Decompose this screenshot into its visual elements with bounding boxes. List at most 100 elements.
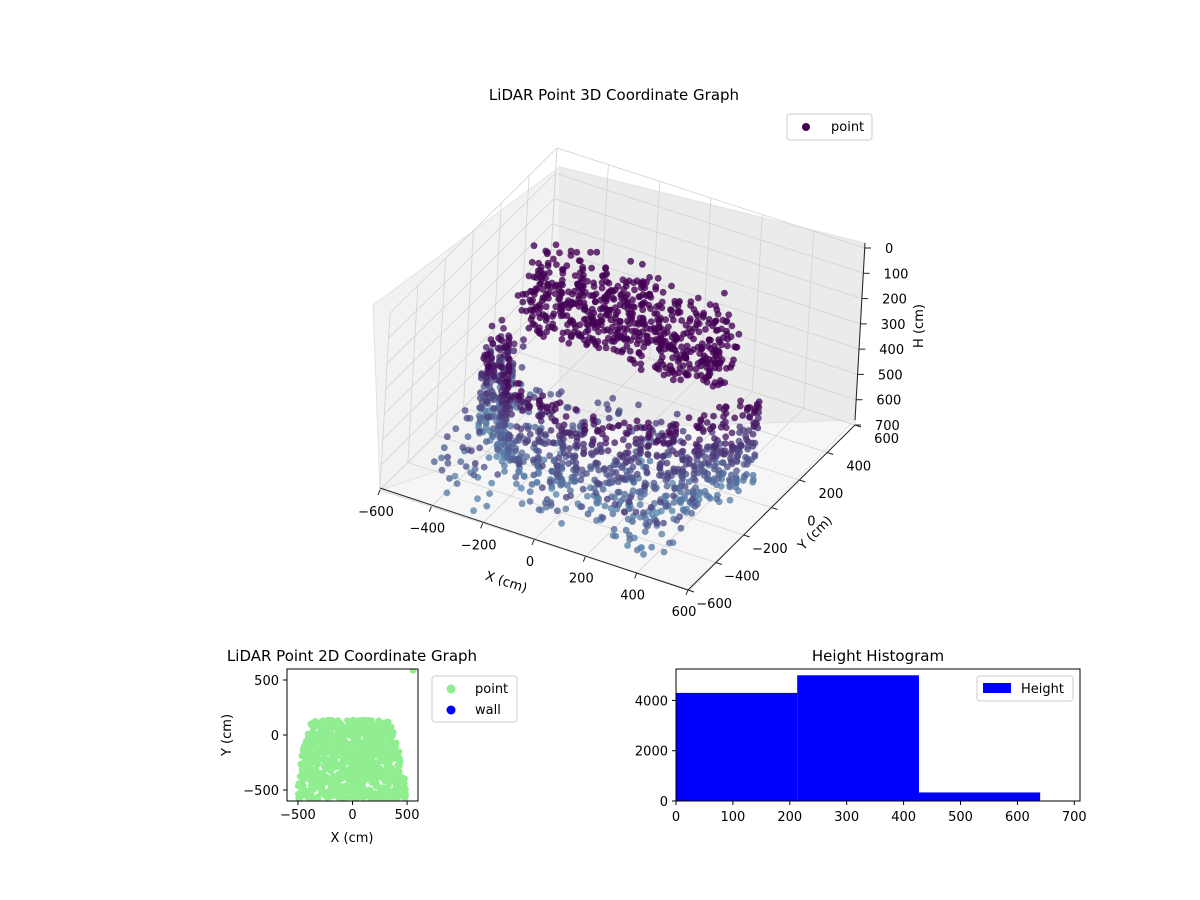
data-point [693, 422, 700, 430]
data-point [598, 448, 605, 456]
data-point [598, 284, 606, 292]
data-point [623, 430, 631, 438]
data-point [357, 717, 365, 724]
point-cloud-3d [430, 241, 763, 558]
data-point [577, 476, 585, 484]
data-point [736, 423, 744, 431]
data-point [604, 447, 612, 454]
data-point [554, 507, 561, 515]
data-point [527, 287, 534, 295]
data-point [663, 459, 671, 467]
data-point [308, 781, 315, 788]
data-point [506, 405, 514, 413]
data-point [525, 324, 533, 332]
data-point [543, 328, 550, 336]
x-tick-label-histogram: 500 [948, 810, 973, 825]
data-point [603, 278, 610, 285]
data-point [589, 435, 597, 443]
data-point [476, 444, 484, 452]
data-point [722, 424, 730, 431]
legend-2d-point-label: point [475, 682, 508, 697]
data-point [430, 458, 438, 466]
data-point [392, 771, 399, 778]
data-point [746, 413, 754, 421]
data-point [696, 488, 703, 496]
data-point [384, 738, 391, 745]
data-point [651, 310, 659, 317]
data-point [678, 343, 685, 351]
data-point [490, 367, 498, 375]
data-point [494, 446, 501, 454]
data-point [751, 451, 759, 459]
data-point [443, 433, 451, 441]
histogram-bar [918, 792, 1041, 801]
data-point [599, 514, 607, 522]
data-point [637, 279, 645, 287]
data-point [637, 493, 644, 501]
z-axis-line [854, 242, 866, 421]
data-point [360, 763, 368, 770]
data-point [568, 300, 576, 308]
data-point [596, 441, 604, 449]
point-cloud-2d [294, 669, 417, 801]
data-point [553, 261, 560, 268]
data-point [646, 290, 654, 298]
plot-area-histogram [675, 668, 1081, 802]
data-point [626, 536, 634, 543]
data-point [627, 337, 634, 344]
data-point [658, 472, 666, 479]
data-point [737, 397, 744, 405]
data-point [620, 419, 628, 427]
y-tick-label-histogram: 4000 [635, 694, 668, 709]
data-point [558, 266, 566, 273]
data-point [657, 418, 665, 426]
data-point [664, 469, 672, 477]
data-point [530, 456, 537, 464]
data-point [679, 447, 687, 455]
legend-3d-frame [786, 113, 873, 141]
data-point [389, 775, 396, 783]
data-point [726, 496, 734, 504]
data-point [647, 305, 654, 312]
x-tick-label-3d: −200 [461, 538, 497, 553]
data-point [580, 306, 588, 313]
data-point [736, 402, 744, 410]
data-point [572, 430, 580, 438]
y-tick-label-3d: 0 [807, 515, 815, 530]
data-point [591, 324, 599, 332]
data-point [571, 452, 579, 459]
data-point [504, 396, 511, 404]
data-point [580, 440, 587, 448]
data-point [317, 730, 324, 737]
data-point [658, 530, 666, 538]
data-point [600, 327, 608, 334]
chart-histogram: Height Histogram 0 100 200 300 400 500 600 7000… [635, 647, 1087, 825]
data-point [648, 543, 656, 551]
data-point [637, 487, 645, 495]
data-point [706, 425, 714, 433]
data-point [626, 347, 634, 355]
y-tick-3d [827, 452, 834, 455]
data-point [662, 345, 669, 353]
data-point [346, 788, 354, 796]
data-point [361, 788, 368, 795]
data-point [512, 473, 520, 481]
data-point [624, 542, 631, 549]
data-point [545, 289, 553, 297]
data-point [482, 379, 490, 387]
data-point [587, 463, 594, 471]
data-point [402, 786, 409, 793]
data-point [367, 750, 375, 758]
data-point [700, 352, 708, 360]
data-point [623, 342, 631, 350]
data-point [618, 290, 625, 298]
data-point [538, 276, 545, 283]
data-point [517, 387, 525, 395]
data-point [629, 518, 636, 525]
x-axis-label-2d: X (cm) [331, 831, 374, 846]
data-point [660, 548, 668, 556]
data-point [592, 290, 600, 298]
y-axis-label-2d: Y (cm) [220, 714, 235, 757]
data-point [560, 449, 568, 457]
data-point [530, 242, 538, 250]
